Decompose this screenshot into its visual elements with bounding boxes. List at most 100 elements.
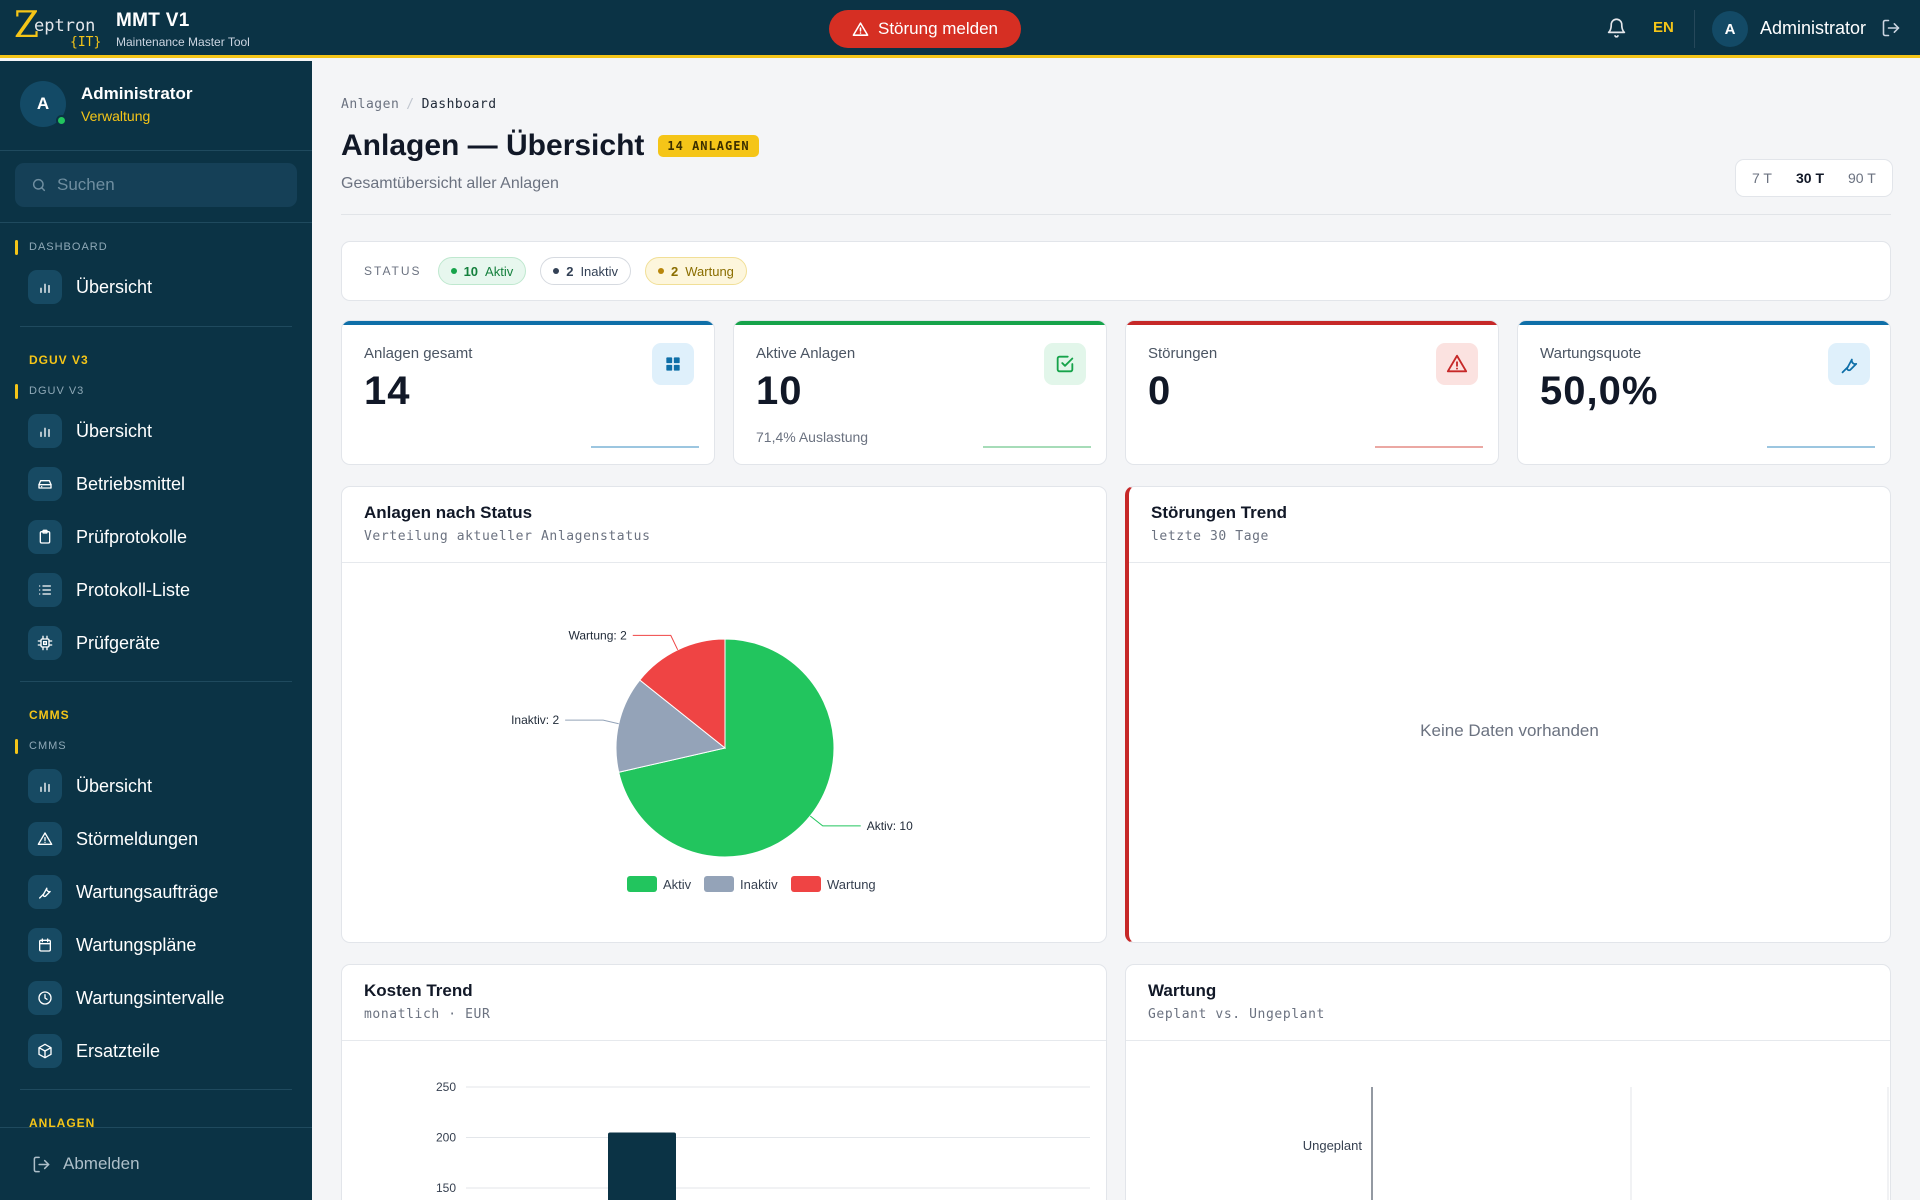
time-range-selector: 7 T 30 T 90 T [1735, 159, 1893, 197]
card-maintenance: Wartung Geplant vs. Ungeplant Ungeplant [1125, 964, 1891, 1200]
logo-it: {IT} [70, 35, 102, 50]
warning-icon [852, 21, 869, 36]
divider [20, 1089, 292, 1090]
kpi-value: 50,0% [1540, 369, 1659, 413]
kpi-value: 0 [1148, 369, 1172, 413]
bell-icon[interactable] [1606, 17, 1627, 39]
card-subtitle: letzte 30 Tage [1151, 529, 1269, 544]
avatar-initial: A [36, 94, 50, 113]
status-pill-wartung[interactable]: 2 Wartung [645, 257, 747, 285]
sidebar-item-betriebsmittel[interactable]: Betriebsmittel [28, 467, 185, 501]
card-title: Wartung [1148, 981, 1217, 1000]
kpi-label: Anlagen gesamt [364, 345, 473, 362]
kpi-card-active[interactable]: Aktive Anlagen 10 71,4% Auslastung [733, 320, 1107, 465]
card-status-distribution: Anlagen nach Status Verteilung aktueller… [341, 486, 1107, 943]
bar-chart-icon [28, 414, 62, 448]
breadcrumb-current: Dashboard [421, 97, 497, 112]
kpi-sparkline [591, 446, 699, 448]
kpi-label: Störungen [1148, 345, 1218, 362]
sidebar: A Administrator Verwaltung DASHBOARD Übe… [0, 61, 312, 1200]
sidebar-item-wartungsintervalle[interactable]: Wartungsintervalle [28, 981, 224, 1015]
sidebar-item-dashboard-overview[interactable]: Übersicht [28, 270, 152, 304]
divider [20, 681, 292, 682]
page-title-row: Anlagen — Übersicht 14 ANLAGEN [341, 129, 759, 163]
breadcrumb-parent[interactable]: Anlagen [341, 97, 400, 112]
status-dot [658, 268, 665, 274]
range-option-7t[interactable]: 7 T [1752, 170, 1772, 186]
status-pill-aktiv[interactable]: 10 Aktiv [437, 257, 527, 285]
avatar[interactable]: A [1712, 11, 1748, 47]
search-input[interactable] [57, 175, 277, 195]
page-subtitle: Gesamtübersicht aller Anlagen [341, 175, 559, 192]
logout-icon[interactable] [1881, 18, 1901, 38]
kpi-card-maintenance-rate[interactable]: Wartungsquote 50,0% [1517, 320, 1891, 465]
status-pill-inaktiv[interactable]: 2 Inaktiv [540, 257, 632, 285]
kpi-label: Aktive Anlagen [756, 345, 856, 362]
logout-button[interactable]: Abmelden [0, 1127, 312, 1200]
sidebar-item-label: Protokoll-Liste [76, 579, 191, 600]
kpi-value: 10 [756, 369, 803, 413]
grid-icon [652, 343, 694, 385]
sidebar-item-protokoll-liste[interactable]: Protokoll-Liste [28, 573, 190, 607]
sidebar-item-pruefprotokolle[interactable]: Prüfprotokolle [28, 520, 187, 554]
warning-icon [28, 822, 62, 856]
range-option-30t[interactable]: 30 T [1795, 170, 1824, 186]
kpi-card-faults[interactable]: Störungen 0 [1125, 320, 1499, 465]
section-cmms-label: CMMS [15, 739, 67, 754]
sidebar-item-dguv-overview[interactable]: Übersicht [28, 414, 152, 448]
clock-icon [28, 981, 62, 1015]
language-switch[interactable]: EN [1653, 19, 1674, 36]
breadcrumb-separator: / [406, 97, 415, 112]
avatar: A [20, 81, 67, 127]
y-tick-label: 250 [436, 1080, 456, 1094]
check-square-icon [1044, 343, 1086, 385]
drive-icon [28, 467, 62, 501]
main-content: Anlagen / Dashboard Anlagen — Übersicht 14… [312, 61, 1920, 1200]
kpi-sparkline [1767, 446, 1875, 448]
user-name[interactable]: Administrator [1760, 18, 1867, 38]
section-cmms-title: CMMS [29, 708, 70, 722]
empty-state: Keine Daten vorhanden [1420, 720, 1599, 740]
report-fault-button[interactable]: Störung melden [829, 10, 1021, 48]
divider [0, 150, 312, 151]
sidebar-user-name: Administrator [81, 84, 193, 103]
kpi-label: Wartungsquote [1540, 345, 1642, 362]
legend-swatch-wartung [791, 876, 821, 892]
sidebar-item-cmms-overview[interactable]: Übersicht [28, 769, 152, 803]
sidebar-item-wartungsplaene[interactable]: Wartungspläne [28, 928, 196, 962]
app-subtitle: Maintenance Master Tool [116, 35, 250, 49]
sidebar-item-pruefgeraete[interactable]: Prüfgeräte [28, 626, 160, 660]
status-summary-bar: STATUS 10 Aktiv 2 Inaktiv 2 Wartung [341, 241, 1891, 301]
cost-bar-chart: 250 200 150 [436, 1080, 1090, 1200]
status-pill-label: Wartung [685, 263, 734, 279]
divider [1694, 10, 1695, 48]
sidebar-item-stoermeldungen[interactable]: Störmeldungen [28, 822, 198, 856]
logout-icon [33, 1156, 50, 1172]
status-count: 2 [566, 263, 574, 279]
package-icon [28, 1034, 62, 1068]
card-header: Anlagen nach Status Verteilung aktueller… [342, 487, 1106, 563]
breadcrumb: Anlagen / Dashboard [341, 97, 497, 112]
sidebar-item-ersatzteile[interactable]: Ersatzteile [28, 1034, 160, 1068]
kpi-accent-bar [734, 321, 1106, 325]
status-label: STATUS [364, 264, 422, 278]
report-fault-label: Störung melden [877, 19, 999, 38]
sidebar-item-label: Wartungsintervalle [76, 987, 225, 1008]
pie-slice-inaktiv [615, 679, 727, 773]
range-option-90t[interactable]: 90 T [1848, 170, 1876, 186]
card-header: Störungen Trend letzte 30 Tage [1129, 487, 1890, 563]
legend-swatch-inaktiv [704, 876, 734, 892]
chip-icon [28, 626, 62, 660]
sidebar-item-label: Ersatzteile [76, 1040, 161, 1061]
maintenance-bar-chart: Ungeplant [1303, 1087, 1889, 1200]
sidebar-item-wartungsauftraege[interactable]: Wartungsaufträge [28, 875, 218, 909]
card-fault-trend: Störungen Trend letzte 30 Tage Keine Dat… [1125, 486, 1891, 943]
kpi-value: 14 [364, 369, 411, 413]
sidebar-search[interactable] [15, 163, 297, 207]
pie-slice-aktiv [618, 638, 835, 858]
divider [20, 326, 292, 327]
kpi-card-total[interactable]: Anlagen gesamt 14 [341, 320, 715, 465]
zeptron-logo[interactable]: Z eptron {IT} [14, 6, 104, 52]
status-pill-label: Aktiv [485, 263, 514, 279]
card-header: Wartung Geplant vs. Ungeplant [1126, 965, 1890, 1041]
